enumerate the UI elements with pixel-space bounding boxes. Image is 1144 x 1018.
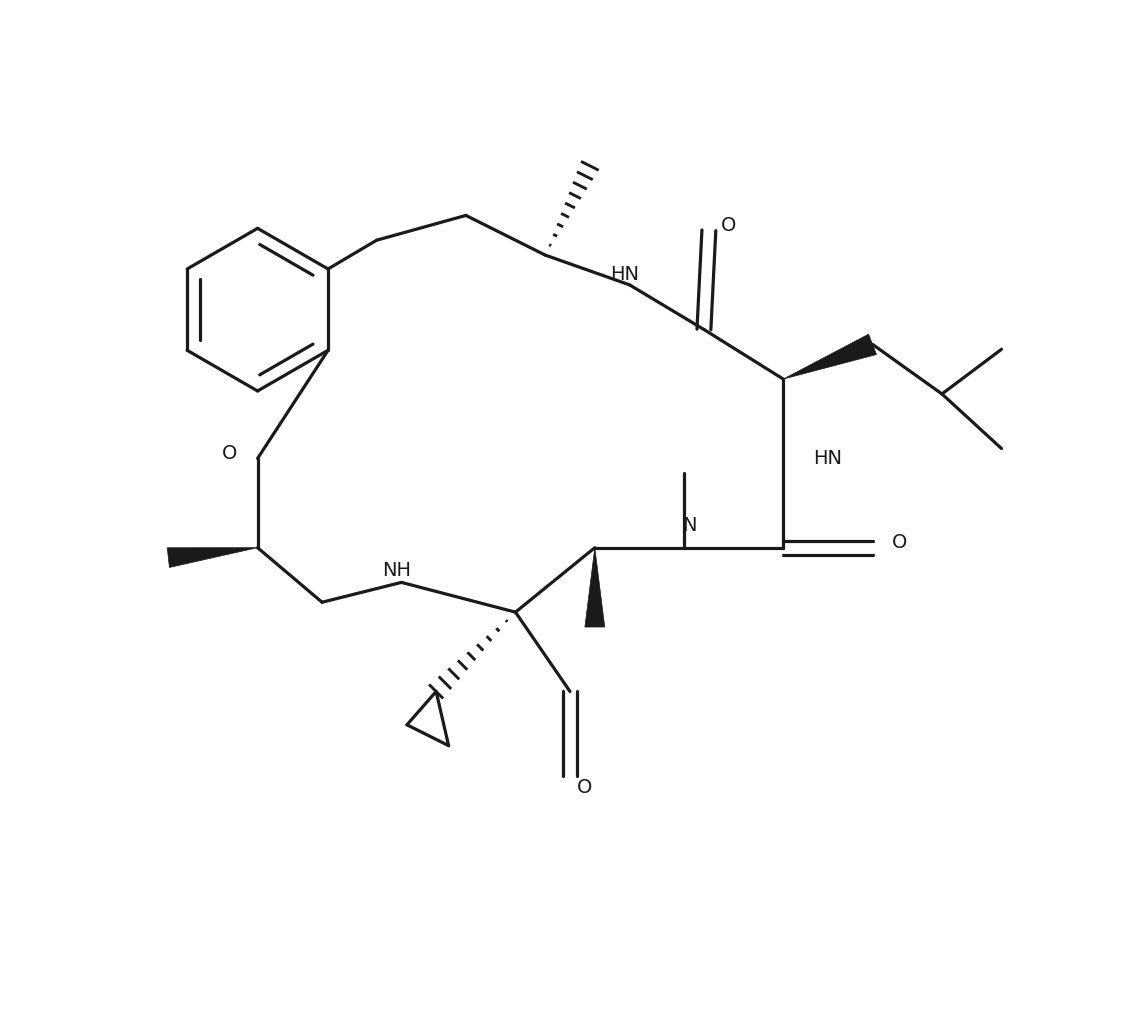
- Text: HN: HN: [610, 266, 639, 284]
- Text: O: O: [721, 216, 737, 235]
- Text: HN: HN: [813, 449, 842, 468]
- Text: N: N: [682, 516, 697, 535]
- Polygon shape: [784, 334, 876, 379]
- Text: O: O: [222, 444, 238, 463]
- Polygon shape: [585, 548, 605, 627]
- Text: O: O: [578, 778, 593, 797]
- Text: O: O: [892, 533, 907, 552]
- Text: NH: NH: [382, 561, 411, 580]
- Polygon shape: [167, 548, 257, 567]
